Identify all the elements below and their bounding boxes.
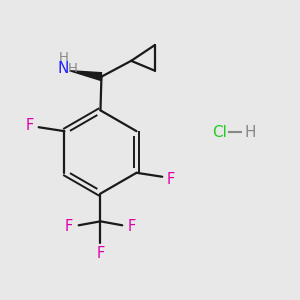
Text: F: F bbox=[26, 118, 34, 133]
Text: F: F bbox=[167, 172, 175, 187]
Text: H: H bbox=[59, 51, 69, 64]
Text: Cl: Cl bbox=[212, 125, 227, 140]
Text: F: F bbox=[64, 219, 73, 234]
Text: F: F bbox=[128, 219, 136, 234]
Text: F: F bbox=[96, 245, 105, 260]
Text: H: H bbox=[244, 125, 256, 140]
Text: N: N bbox=[57, 61, 68, 76]
Text: H: H bbox=[68, 62, 78, 75]
Polygon shape bbox=[70, 71, 101, 81]
